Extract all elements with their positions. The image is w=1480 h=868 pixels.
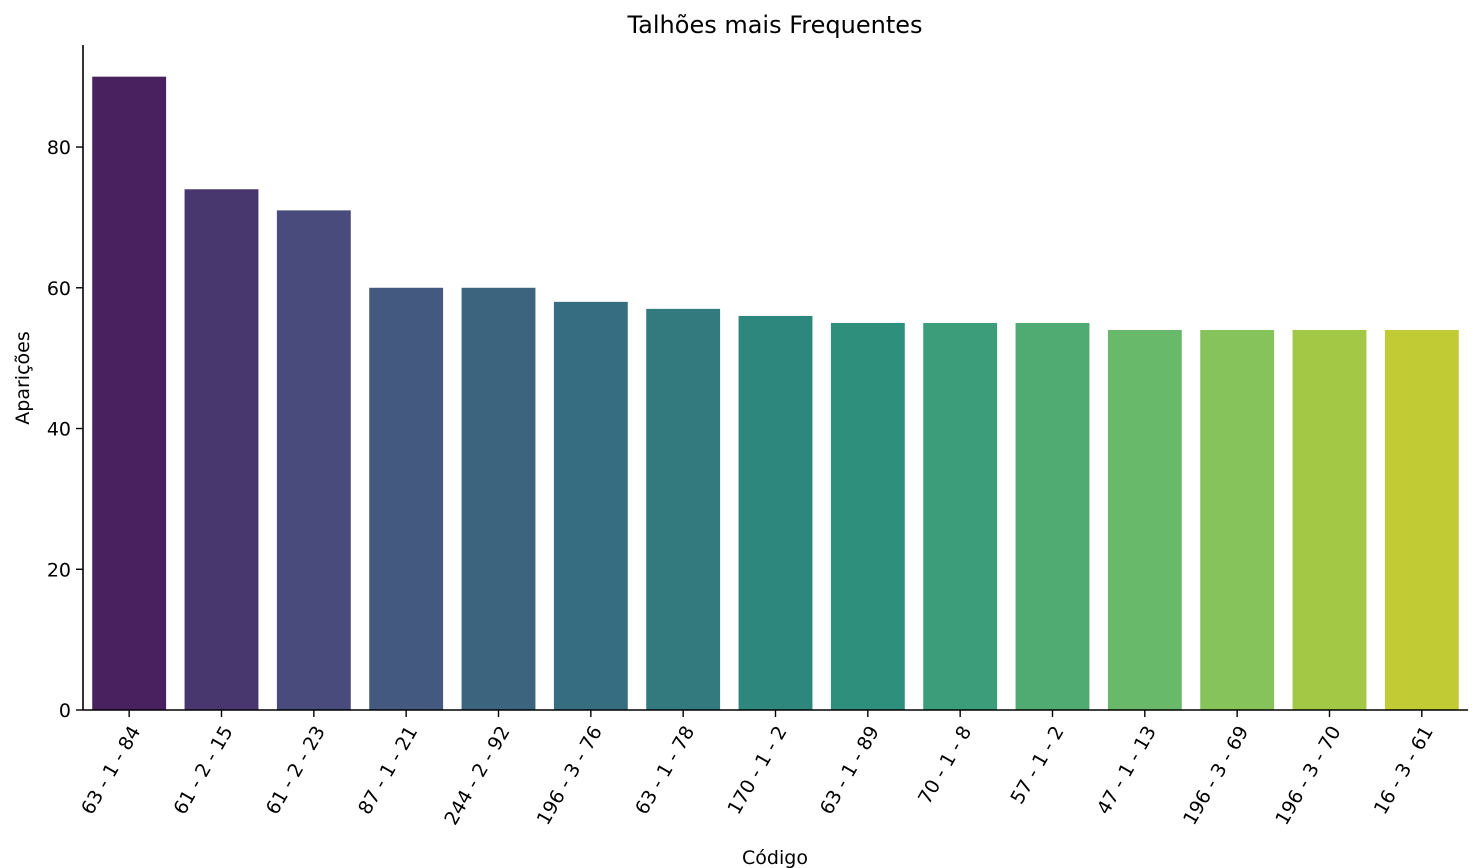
x-tick-label: 47 - 1 - 13 [1093, 722, 1161, 818]
x-tick-label: 196 - 3 - 70 [1271, 722, 1345, 829]
bar [1107, 330, 1182, 710]
x-axis-label: Código [742, 847, 808, 868]
y-tick-label: 80 [47, 137, 71, 159]
y-tick-label: 0 [59, 700, 71, 722]
y-axis: 0 20 40 60 80 [47, 45, 84, 722]
x-tick-label: 63 - 1 - 84 [77, 722, 145, 818]
bar [276, 210, 351, 711]
x-tick-label: 61 - 2 - 23 [262, 722, 330, 818]
x-tick-label: 63 - 1 - 89 [816, 722, 884, 818]
y-axis-label: Aparições [12, 331, 34, 424]
bar [553, 301, 628, 710]
y-tick-label: 60 [47, 278, 71, 300]
bars-group [92, 76, 1459, 711]
bar [923, 322, 998, 710]
bar [184, 189, 259, 710]
bar [830, 322, 905, 710]
bar [738, 315, 813, 710]
x-tick-label: 16 - 3 - 61 [1370, 722, 1438, 818]
x-tick-label: 61 - 2 - 15 [169, 722, 237, 818]
bar [92, 76, 167, 710]
x-tick-label: 63 - 1 - 78 [631, 722, 699, 818]
bar [1384, 330, 1459, 710]
bar [1015, 322, 1090, 710]
x-tick-label: 196 - 3 - 69 [1179, 722, 1253, 829]
y-tick-label: 40 [47, 419, 71, 441]
x-tick-label: 244 - 2 - 92 [440, 722, 514, 829]
x-tick-label: 57 - 1 - 2 [1006, 722, 1068, 808]
bar [461, 287, 536, 710]
bar [369, 287, 444, 710]
y-tick-label: 20 [47, 559, 71, 581]
bar [1200, 330, 1275, 710]
x-tick-label: 196 - 3 - 76 [533, 722, 607, 829]
chart-title: Talhões mais Frequentes [626, 11, 922, 39]
x-tick-label: 170 - 1 - 2 [723, 722, 791, 818]
bar [646, 308, 721, 710]
x-tick-label: 87 - 1 - 21 [354, 722, 422, 818]
x-axis: 63 - 1 - 84 61 - 2 - 15 61 - 2 - 23 87 - 1 … [77, 709, 1468, 829]
bar [1292, 330, 1367, 710]
x-tick-label: 70 - 1 - 8 [914, 722, 976, 808]
